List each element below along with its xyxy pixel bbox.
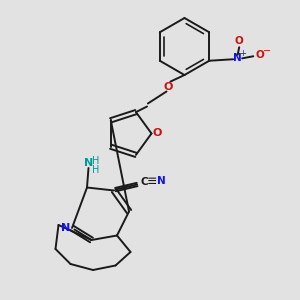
Text: −: − bbox=[263, 46, 271, 56]
Text: N: N bbox=[61, 223, 70, 233]
Text: O: O bbox=[163, 82, 173, 92]
Text: O: O bbox=[235, 36, 244, 46]
Text: O: O bbox=[152, 128, 162, 139]
Text: N: N bbox=[233, 53, 242, 63]
Text: H: H bbox=[92, 156, 100, 166]
Text: O: O bbox=[256, 50, 265, 60]
Text: ≡: ≡ bbox=[146, 175, 157, 188]
Text: H: H bbox=[92, 165, 100, 175]
Text: C: C bbox=[140, 177, 148, 188]
Text: +: + bbox=[240, 49, 247, 58]
Text: N: N bbox=[157, 176, 166, 186]
Text: N: N bbox=[84, 158, 93, 169]
